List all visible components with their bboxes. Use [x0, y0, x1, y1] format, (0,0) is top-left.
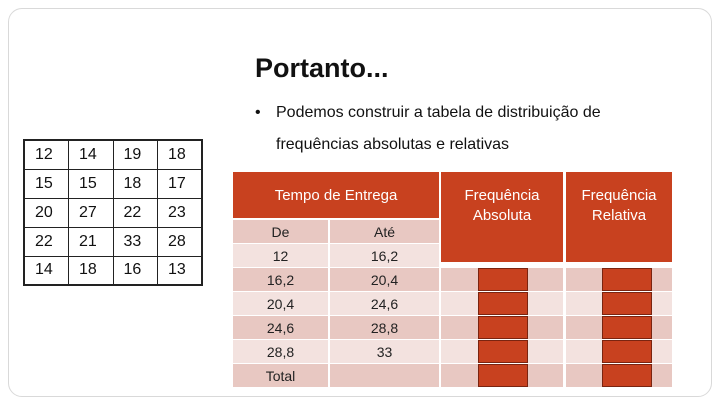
relative-frequency-cell — [566, 292, 672, 315]
absolute-frequency-cell — [441, 316, 563, 339]
header-frequencia-absoluta: Frequência Absoluta — [441, 172, 563, 262]
raw-data-cell: 22 — [112, 197, 158, 228]
raw-data-table: 12 14 19 18 15 15 18 17 20 27 22 23 22 2… — [23, 139, 203, 286]
table-row: 12 16,2 — [233, 244, 672, 268]
raw-data-cell: 18 — [157, 139, 203, 170]
class-upper-bound: 28,8 — [330, 316, 439, 339]
header-frequencia-relativa: Frequência Relativa — [566, 172, 672, 262]
blank-answer-box — [602, 340, 652, 363]
blank-answer-box — [478, 268, 528, 291]
absolute-frequency-cell — [441, 340, 563, 363]
class-lower-bound: 28,8 — [233, 340, 328, 363]
class-upper-bound: 24,6 — [330, 292, 439, 315]
raw-data-cell: 13 — [157, 255, 203, 286]
raw-data-cell: 19 — [112, 139, 158, 170]
class-lower-bound: 12 — [233, 244, 328, 267]
raw-data-cell: 21 — [68, 226, 114, 257]
absolute-frequency-cell — [441, 292, 563, 315]
table-row: De Até — [233, 220, 672, 244]
class-lower-bound: 20,4 — [233, 292, 328, 315]
class-upper-bound: 16,2 — [330, 244, 439, 267]
raw-data-row: 22 21 33 28 — [23, 226, 203, 257]
header-tempo-de-entrega: Tempo de Entrega — [233, 172, 439, 218]
raw-data-row: 12 14 19 18 — [23, 139, 203, 170]
blank-answer-box — [602, 292, 652, 315]
relative-frequency-cell — [566, 340, 672, 363]
raw-data-row: 14 18 16 13 — [23, 255, 203, 286]
slide-title: Portanto... — [255, 53, 389, 83]
raw-data-cell: 14 — [23, 255, 69, 286]
raw-data-cell: 27 — [68, 197, 114, 228]
relative-frequency-cell — [566, 316, 672, 339]
raw-data-cell: 12 — [23, 139, 69, 170]
raw-data-cell: 16 — [112, 255, 158, 286]
class-upper-bound: Até — [330, 220, 439, 243]
raw-data-cell: 28 — [157, 226, 203, 257]
blank-answer-box — [478, 292, 528, 315]
total-label: Total — [233, 364, 328, 387]
bullet-marker: • — [255, 104, 261, 121]
table-row: 24,6 28,8 — [233, 316, 672, 340]
raw-data-cell: 15 — [68, 168, 114, 199]
raw-data-row: 15 15 18 17 — [23, 168, 203, 199]
blank-answer-box — [602, 364, 652, 387]
raw-data-cell: 33 — [112, 226, 158, 257]
blank-answer-box — [478, 364, 528, 387]
raw-data-cell: 18 — [68, 255, 114, 286]
table-row: 16,2 20,4 — [233, 268, 672, 292]
blank-answer-box — [478, 340, 528, 363]
raw-data-cell: 18 — [112, 168, 158, 199]
table-row: 28,8 33 — [233, 340, 672, 364]
raw-data-cell: 22 — [23, 226, 69, 257]
raw-data-cell: 15 — [23, 168, 69, 199]
class-upper-bound: 33 — [330, 340, 439, 363]
bullet-text-line-1: Podemos construir a tabela de distribuiç… — [276, 104, 601, 121]
class-lower-bound: De — [233, 220, 328, 243]
class-lower-bound: 24,6 — [233, 316, 328, 339]
absolute-frequency-cell — [441, 268, 563, 291]
class-upper-bound — [330, 364, 439, 387]
relative-frequency-total-cell — [566, 364, 672, 387]
table-row-total: Total — [233, 364, 672, 388]
class-lower-bound: 16,2 — [233, 268, 328, 291]
blank-answer-box — [602, 268, 652, 291]
relative-frequency-cell — [566, 268, 672, 291]
class-upper-bound: 20,4 — [330, 268, 439, 291]
raw-data-cell: 23 — [157, 197, 203, 228]
table-row: 20,4 24,6 — [233, 292, 672, 316]
bullet-text-line-2: frequências absolutas e relativas — [276, 136, 510, 153]
raw-data-cell: 14 — [68, 139, 114, 170]
blank-answer-box — [602, 316, 652, 339]
absolute-frequency-total-cell — [441, 364, 563, 387]
blank-answer-box — [478, 316, 528, 339]
raw-data-cell: 20 — [23, 197, 69, 228]
raw-data-cell: 17 — [157, 168, 203, 199]
raw-data-row: 20 27 22 23 — [23, 197, 203, 228]
